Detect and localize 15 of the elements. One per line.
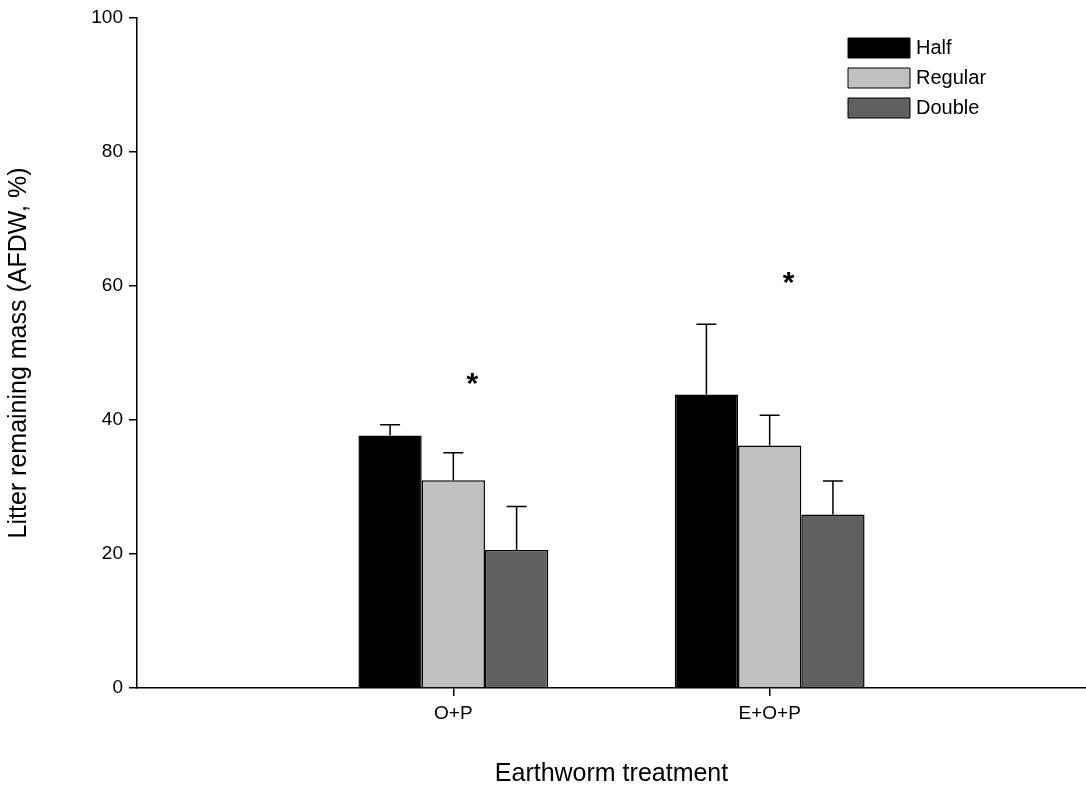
x-tick-label: E+O+P (738, 701, 801, 723)
y-tick-label: 100 (91, 6, 123, 28)
y-tick-label: 40 (101, 408, 123, 430)
y-tick-label: 0 (112, 676, 123, 698)
legend-label: Regular (916, 65, 987, 88)
x-axis-title: Earthworm treatment (494, 757, 729, 786)
legend-label: Half (916, 35, 953, 58)
annotation: * (782, 265, 795, 299)
x-tick-label: O+P (434, 701, 473, 723)
y-tick-label: 20 (101, 542, 123, 564)
y-axis-title: Litter remaining mass (AFDW, %) (2, 167, 31, 539)
y-tick-label: 80 (101, 140, 123, 162)
legend-label: Double (916, 95, 980, 118)
y-tick-label: 60 (101, 274, 123, 296)
annotation: * (466, 365, 479, 399)
